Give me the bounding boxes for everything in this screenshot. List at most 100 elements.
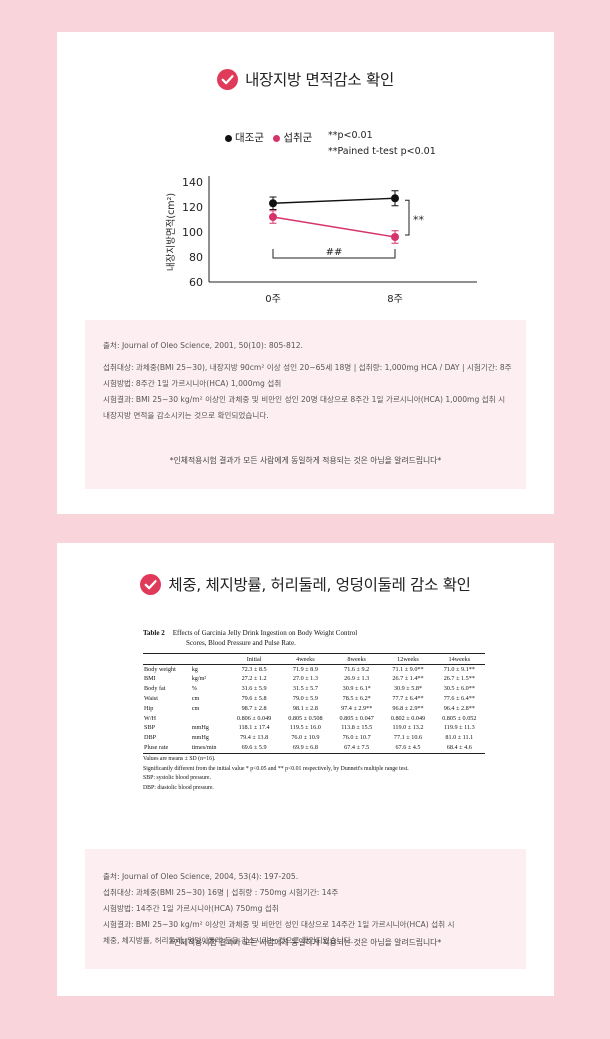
table-row: Hip cm 98.7 ± 2.8 98.1 ± 2.8 97.4 ± 2.9** 96.… [143, 704, 485, 714]
y-tick-label: 80 [189, 251, 203, 264]
table-value-cell: 79.4 ± 13.8 [240, 734, 269, 742]
table-value-cell: 119.9 ± 11.3 [443, 724, 475, 732]
table-value-cell: 0.805 ± 0.508 [288, 714, 323, 722]
chart-legend: 대조군 섭취군 [225, 130, 312, 145]
x-tick-label: 0주 [265, 294, 281, 305]
section1-title: 내장지방 면적감소 확인 [245, 71, 394, 89]
disclaimer-2: *인체적용시험 결과가 모든 사람에게 동일하게 적용되는 것은 아님을 알려드… [169, 938, 442, 947]
table-value-cell: 77.6 ± 6.4** [443, 694, 475, 702]
series-line-0 [272, 197, 396, 204]
note-p-value: **p<0.01 [328, 130, 373, 141]
table-row: Pluse rate times/min 69.6 ± 5.9 69.9 ± 6.8 6… [143, 743, 485, 755]
table-row: DBP mmHg 79.4 ± 13.8 76.0 ± 10.9 76.0 ± 10.7… [143, 733, 485, 743]
data-point [269, 213, 277, 221]
x-tick-label: 8주 [387, 294, 403, 305]
check-circle-icon [217, 68, 239, 90]
table-value-cell: 27.0 ± 1.3 [292, 675, 318, 683]
table-header-cell: 4weeks [279, 653, 332, 665]
table-value-cell: 77.7 ± 6.4** [392, 694, 424, 702]
table-unit-cell: cm [191, 704, 200, 712]
section2-heading: 체중, 체지방률, 허리둘레, 엉덩이둘레 감소 확인 [57, 573, 554, 595]
table-row: Body weight kg 72.3 ± 8.5 71.9 ± 8.9 71.6 ± … [143, 665, 485, 675]
table-unit-cell: times/min [190, 743, 229, 755]
table-value-cell: 78.5 ± 6.2* [342, 694, 371, 702]
table-header-cell: Initial [228, 653, 280, 665]
body-measure-card: 체중, 체지방률, 허리둘레, 엉덩이둘레 감소 확인 Table 2 Effec… [57, 543, 554, 996]
table-value-cell: 69.6 ± 5.9 [228, 743, 280, 755]
table-unit-cell: mmHg [191, 734, 209, 742]
legend-intake-dot [273, 134, 281, 142]
section2-title: 체중, 체지방률, 허리둘레, 엉덩이둘레 감소 확인 [168, 576, 471, 594]
table-value-cell: 26.9 ± 1.3 [344, 675, 370, 683]
visceral-fat-card: 내장지방 면적감소 확인 대조군 섭취군 **p<0.01 **Pained t… [57, 32, 554, 514]
source-box-2: 출처: Journal of Oleo Science, 2004, 53(4)… [85, 849, 526, 969]
table-value-cell: 71.0 ± 9.1** [443, 665, 475, 673]
results-table: Initial 4weeks 8weeks 12weeks 14weeks Body w… [143, 653, 485, 755]
table-value-cell: 30.9 ± 6.1* [342, 685, 371, 693]
table-caption-line2: Scores, Blood Pressure and Pulse Rate. [186, 639, 296, 647]
table-value-cell: 0.802 ± 0.049 [390, 714, 426, 722]
table-value-cell: 96.8 ± 2.9** [392, 704, 424, 712]
significance-bracket-between [405, 199, 410, 236]
y-tick-label: 60 [189, 276, 203, 289]
table-value-cell: 76.0 ± 10.9 [291, 734, 320, 742]
table-header-cell: 12weeks [382, 653, 434, 665]
table-value-cell: 119.0 ± 13.2 [392, 724, 424, 732]
y-tick-label: 140 [182, 176, 203, 189]
table-row-label: Pluse rate [143, 743, 191, 755]
table-value-cell: 26.7 ± 1.5** [443, 675, 475, 683]
significance-bracket-within [272, 249, 396, 259]
table-row: W/H 0.806 ± 0.049 0.805 ± 0.508 0.805 ± 0.0… [143, 714, 485, 724]
legend-control-dot [225, 134, 232, 142]
table-caption: Table 2 Effects of Garcinia Jelly Drink I… [143, 628, 485, 648]
table-header-cell: 14weeks [433, 653, 485, 665]
table-row-label: Waist [144, 694, 158, 702]
source-box-1: 출처: Journal of Oleo Science, 2001, 50(10… [85, 320, 526, 489]
table-unit-cell: kg/m² [191, 675, 207, 683]
table-value-cell: 118.1 ± 17.4 [238, 724, 270, 732]
table-value-cell: 30.5 ± 6.0** [443, 685, 475, 693]
table-row: Body fat% 31.6 ± 5.9 31.5 ± 5.7 30.9 ± 6.1*… [143, 685, 485, 695]
table-value-cell: 71.6 ± 9.2 [344, 665, 370, 673]
legend-intake: 섭취군 [283, 132, 313, 144]
table-row-label: Body weight [144, 665, 176, 673]
table-value-cell: 26.7 ± 1.4** [392, 675, 424, 683]
table-unit-cell: cm [191, 694, 200, 702]
table-foot4: DBP: diastolic blood pressure. [143, 784, 214, 791]
table-row-label: Body fat [144, 685, 166, 693]
check-circle-icon [140, 573, 162, 595]
table-row: BMI kg/m² 27.2 ± 1.2 27.0 ± 1.3 26.9 ± 1.3 26… [143, 675, 485, 685]
table-row: SBP mmHg 118.1 ± 17.4 119.5 ± 16.0 113.8 ± 1… [143, 724, 485, 734]
table-row-label: Hip [144, 704, 154, 712]
table-value-cell: 76.0 ± 10.7 [342, 734, 371, 742]
source1-line3: 시험방법: 8주간 1일 가르시니아(HCA) 1,000mg 섭취 [103, 379, 282, 388]
table-value-cell: 67.6 ± 4.5 [382, 743, 434, 755]
table-value-cell: 77.1 ± 10.6 [393, 734, 423, 742]
table-value-cell: 79.0 ± 5.9 [292, 694, 318, 702]
table-value-cell: 72.3 ± 8.5 [241, 665, 267, 673]
y-tick-label: 120 [182, 201, 203, 214]
source1-line2: 섭취대상: 과체중(BMI 25~30), 내장지방 90cm² 이상 성인 2… [103, 363, 512, 372]
table-header-row: Initial 4weeks 8weeks 12weeks 14weeks [143, 653, 485, 665]
table-value-cell: 97.4 ± 2.9** [341, 704, 373, 712]
table-row-label: DBP [144, 734, 157, 742]
table-value-cell: 67.4 ± 7.5 [331, 743, 383, 755]
table-value-cell: 96.4 ± 2.8** [443, 704, 475, 712]
table-row: Waist cm 79.6 ± 5.8 79.0 ± 5.9 78.5 ± 6.2* 77… [143, 694, 485, 704]
table-unit-cell [191, 714, 229, 724]
y-tick-label: 100 [182, 226, 203, 239]
table-header-cell [143, 653, 191, 665]
series-line-1 [272, 216, 396, 238]
source1-line5: 내장지방 면적을 감소시키는 것으로 확인되었습니다. [103, 411, 269, 420]
note-paired-test: **Pained t-test p<0.01 [328, 146, 436, 157]
table-header-cell [190, 653, 229, 665]
table-value-cell: 69.9 ± 6.8 [279, 743, 332, 755]
table-value-cell: 81.0 ± 11.1 [445, 734, 474, 742]
data-point [391, 194, 399, 203]
table-value-cell: 79.6 ± 5.8 [241, 694, 267, 702]
table-value-cell: 31.5 ± 5.7 [292, 685, 318, 693]
table-value-cell: 113.8 ± 15.5 [341, 724, 373, 732]
table-value-cell: 98.1 ± 2.8 [292, 704, 318, 712]
section1-heading: 내장지방 면적감소 확인 [57, 68, 554, 90]
table-row-label: W/H [144, 714, 157, 722]
